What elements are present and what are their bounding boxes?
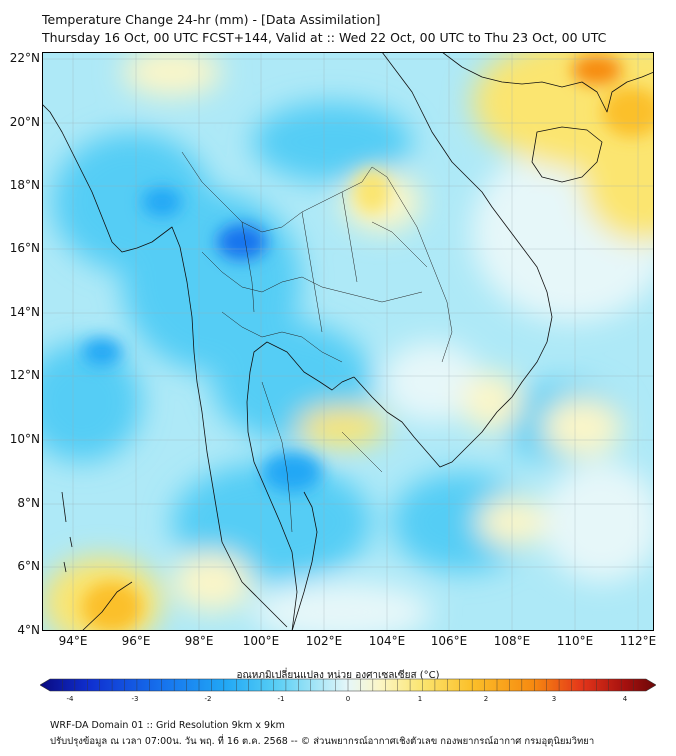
lon-label-108: 108°E xyxy=(493,634,531,648)
colorbar-title: อุณหภูมิเปลี่ยนแปลง หน่วย องศาเซลเซียส (… xyxy=(236,670,440,681)
map-frame xyxy=(42,52,654,631)
colorbar-tick-neg4: -4 xyxy=(66,695,74,703)
lat-label-22: 22°N xyxy=(9,51,40,65)
lat-label-14: 14°N xyxy=(9,305,40,319)
lat-label-6: 6°N xyxy=(17,559,40,573)
map-canvas xyxy=(42,52,654,631)
chart-subtitle: Thursday 16 Oct, 00 UTC FCST+144, Valid … xyxy=(42,30,607,45)
footer-model-info: WRF-DA Domain 01 :: Grid Resolution 9km … xyxy=(50,720,285,731)
chart-title: Temperature Change 24-hr (mm) - [Data As… xyxy=(42,12,381,27)
lat-label-16: 16°N xyxy=(9,241,40,255)
colorbar-tick-3: 3 xyxy=(551,695,557,703)
colorbar-tick-neg1: -1 xyxy=(277,695,285,703)
lon-label-100: 100°E xyxy=(242,634,280,648)
colorbar-tick-4: 4 xyxy=(622,695,628,703)
colorbar-tick-2: 2 xyxy=(483,695,489,703)
lat-label-20: 20°N xyxy=(9,115,40,129)
temperature-change-map[interactable] xyxy=(42,52,654,631)
colorbar xyxy=(40,678,656,692)
colorbar-tick-0: 0 xyxy=(345,695,351,703)
lon-label-112: 112°E xyxy=(619,634,657,648)
temperature-field-detail xyxy=(82,55,654,631)
footer-credit: ปรับปรุงข้อมูล ณ เวลา 07:00น. วัน พฤ. ที… xyxy=(50,736,595,747)
lon-label-102: 102°E xyxy=(305,634,343,648)
colorbar-tick-neg2: -2 xyxy=(204,695,212,703)
lon-label-96: 96°E xyxy=(121,634,151,648)
coastlines xyxy=(42,52,654,631)
lon-label-94: 94°E xyxy=(58,634,88,648)
lon-label-98: 98°E xyxy=(184,634,214,648)
lon-label-106: 106°E xyxy=(430,634,468,648)
lat-label-4: 4°N xyxy=(17,623,40,637)
lon-label-104: 104°E xyxy=(368,634,406,648)
colorbar-tick-neg3: -3 xyxy=(131,695,139,703)
lat-label-12: 12°N xyxy=(9,368,40,382)
province-borders xyxy=(181,151,453,533)
graticule xyxy=(42,52,654,631)
lat-label-18: 18°N xyxy=(9,178,40,192)
lon-label-110: 110°E xyxy=(556,634,594,648)
lat-label-8: 8°N xyxy=(17,496,40,510)
lat-label-10: 10°N xyxy=(9,432,40,446)
colorbar-tick-1: 1 xyxy=(417,695,423,703)
